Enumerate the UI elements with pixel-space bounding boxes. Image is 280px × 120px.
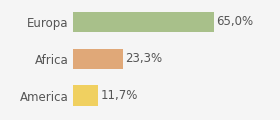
Text: 23,3%: 23,3% (125, 52, 163, 65)
Text: 65,0%: 65,0% (216, 15, 253, 29)
Bar (73, 49, 123, 69)
Bar (73, 85, 98, 106)
Text: 11,7%: 11,7% (100, 89, 138, 102)
Bar (73, 12, 214, 32)
